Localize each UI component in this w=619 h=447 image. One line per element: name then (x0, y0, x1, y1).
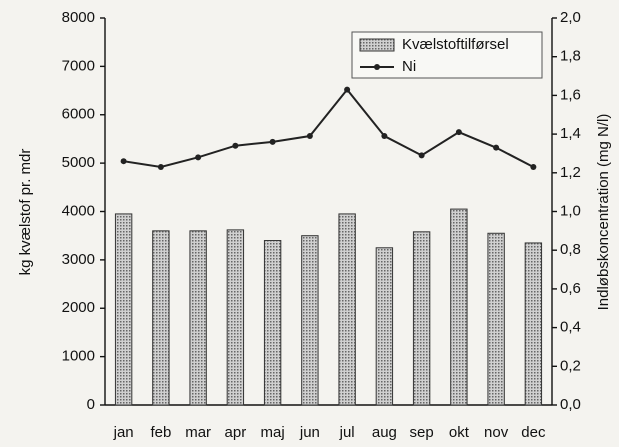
bar (263, 240, 282, 406)
bar (152, 230, 170, 406)
y-tick-label: 3000 (62, 251, 95, 268)
bar (338, 213, 356, 406)
y-tick-label: 0 (87, 396, 95, 413)
legend-swatch (374, 64, 380, 70)
x-tick-label: aug (372, 424, 397, 441)
x-tick-label: mar (185, 424, 211, 441)
line-point (195, 154, 202, 161)
x-tick-label: nov (484, 424, 509, 441)
line-point (157, 163, 164, 170)
y-axis-label: kg kvælstof pr. mdr (17, 149, 34, 276)
y2-tick-label: 0,4 (560, 319, 581, 336)
x-tick-label: okt (449, 424, 470, 441)
y2-tick-label: 0,2 (560, 357, 581, 374)
line-point (344, 86, 351, 93)
y2-tick-label: 1,6 (560, 86, 581, 103)
line-point (455, 129, 462, 136)
bar (189, 230, 207, 406)
line-point (120, 158, 127, 165)
line-point (493, 144, 500, 151)
bar (412, 231, 431, 406)
y-tick-label: 5000 (62, 154, 95, 171)
y2-tick-label: 1,0 (560, 202, 581, 219)
bar (524, 242, 543, 406)
line-point (269, 138, 276, 145)
legend-label: Ni (402, 58, 416, 75)
legend-swatch (359, 38, 395, 52)
x-tick-label: jan (113, 424, 134, 441)
line-point (381, 133, 388, 140)
y-tick-label: 1000 (62, 348, 95, 365)
x-tick-label: maj (261, 424, 285, 441)
y2-axis-label: Indløbskoncentration (mg N/l) (595, 114, 612, 311)
y2-tick-label: 2,0 (560, 9, 581, 26)
y2-tick-label: 0,8 (560, 241, 581, 258)
line-point (530, 163, 537, 170)
line-point (418, 152, 425, 159)
x-tick-label: jul (339, 424, 355, 441)
y2-tick-label: 0,6 (560, 280, 581, 297)
bar (301, 235, 319, 406)
y-tick-label: 8000 (62, 9, 95, 26)
bar (450, 208, 468, 406)
line (123, 87, 534, 169)
x-tick-label: sep (410, 424, 434, 441)
bar (375, 247, 394, 406)
y2-tick-label: 1,2 (560, 164, 581, 181)
bar (114, 213, 133, 406)
bar (226, 229, 245, 406)
bar (487, 232, 505, 406)
legend-label: Kvælstoftilførsel (402, 36, 509, 53)
y-tick-label: 4000 (62, 202, 95, 219)
line-point (306, 133, 313, 140)
line-point (232, 142, 239, 149)
y-tick-label: 6000 (62, 106, 95, 123)
x-tick-label: jun (299, 424, 320, 441)
x-tick-label: apr (225, 424, 247, 441)
y-tick-label: 7000 (62, 57, 95, 74)
x-tick-label: feb (150, 424, 171, 441)
x-tick-label: dec (521, 424, 546, 441)
y-tick-label: 2000 (62, 299, 95, 316)
y2-tick-label: 1,4 (560, 125, 581, 142)
y2-tick-label: 0,0 (560, 396, 581, 413)
y2-tick-label: 1,8 (560, 48, 581, 65)
